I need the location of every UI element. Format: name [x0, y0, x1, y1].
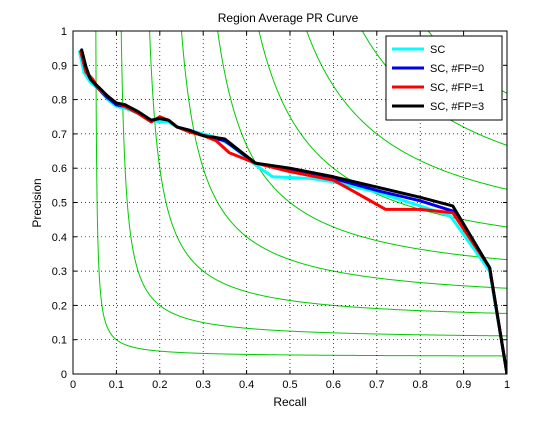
- legend-entry-label: SC: [430, 44, 445, 56]
- x-tick-label: 0.4: [239, 379, 254, 391]
- y-tick-label: 0.4: [52, 232, 67, 244]
- y-tick-label: 0.7: [52, 129, 67, 141]
- legend-entry-label: SC, #FP=0: [430, 63, 484, 75]
- y-tick-label: 0.1: [52, 335, 67, 347]
- x-tick-label: 1: [504, 379, 510, 391]
- x-tick-label: 0.8: [413, 379, 428, 391]
- x-tick-label: 0: [70, 379, 76, 391]
- y-axis-label: Precision: [30, 178, 44, 227]
- y-tick-label: 0: [61, 369, 67, 381]
- x-tick-label: 0.6: [326, 379, 341, 391]
- y-tick-label: 0.2: [52, 300, 67, 312]
- legend-entry-label: SC, #FP=3: [430, 101, 484, 113]
- x-tick-label: 0.5: [282, 379, 297, 391]
- x-tick-label: 0.7: [369, 379, 384, 391]
- y-tick-label: 0.5: [52, 198, 67, 210]
- x-axis-label: Recall: [273, 395, 306, 409]
- y-tick-label: 1: [61, 26, 67, 38]
- x-tick-label: 0.9: [456, 379, 471, 391]
- y-tick-label: 0.8: [52, 95, 67, 107]
- y-tick-label: 0.6: [52, 163, 67, 175]
- chart-title: Region Average PR Curve: [218, 11, 359, 25]
- y-tick-label: 0.9: [52, 60, 67, 72]
- x-tick-label: 0.1: [109, 379, 124, 391]
- legend: SC SC, #FP=0 SC, #FP=1 SC, #FP=3: [386, 36, 502, 120]
- legend-entry-label: SC, #FP=1: [430, 82, 484, 94]
- y-tick-label: 0.3: [52, 266, 67, 278]
- x-tick-label: 0.2: [152, 379, 167, 391]
- x-tick-label: 0.3: [196, 379, 211, 391]
